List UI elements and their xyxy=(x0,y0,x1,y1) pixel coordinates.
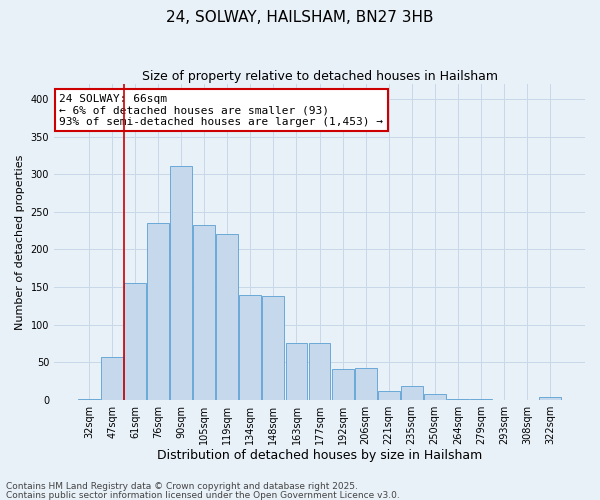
Bar xyxy=(332,369,353,400)
Bar xyxy=(101,357,123,400)
Text: 24 SOLWAY: 66sqm
← 6% of detached houses are smaller (93)
93% of semi-detached h: 24 SOLWAY: 66sqm ← 6% of detached houses… xyxy=(59,94,383,127)
Bar xyxy=(147,223,169,400)
Bar xyxy=(355,368,377,400)
Bar xyxy=(239,294,262,400)
Bar xyxy=(377,392,400,400)
Bar xyxy=(401,386,422,400)
X-axis label: Distribution of detached houses by size in Hailsham: Distribution of detached houses by size … xyxy=(157,450,482,462)
Bar xyxy=(286,344,307,400)
Text: Contains HM Land Registry data © Crown copyright and database right 2025.: Contains HM Land Registry data © Crown c… xyxy=(6,482,358,491)
Bar xyxy=(124,284,146,400)
Bar xyxy=(470,399,492,400)
Bar xyxy=(308,344,331,400)
Bar xyxy=(217,234,238,400)
Bar xyxy=(78,399,100,400)
Bar xyxy=(170,166,192,400)
Bar xyxy=(447,399,469,400)
Y-axis label: Number of detached properties: Number of detached properties xyxy=(15,154,25,330)
Title: Size of property relative to detached houses in Hailsham: Size of property relative to detached ho… xyxy=(142,70,497,83)
Bar xyxy=(262,296,284,400)
Bar xyxy=(539,398,561,400)
Bar xyxy=(193,226,215,400)
Text: Contains public sector information licensed under the Open Government Licence v3: Contains public sector information licen… xyxy=(6,491,400,500)
Text: 24, SOLWAY, HAILSHAM, BN27 3HB: 24, SOLWAY, HAILSHAM, BN27 3HB xyxy=(166,10,434,25)
Bar xyxy=(424,394,446,400)
